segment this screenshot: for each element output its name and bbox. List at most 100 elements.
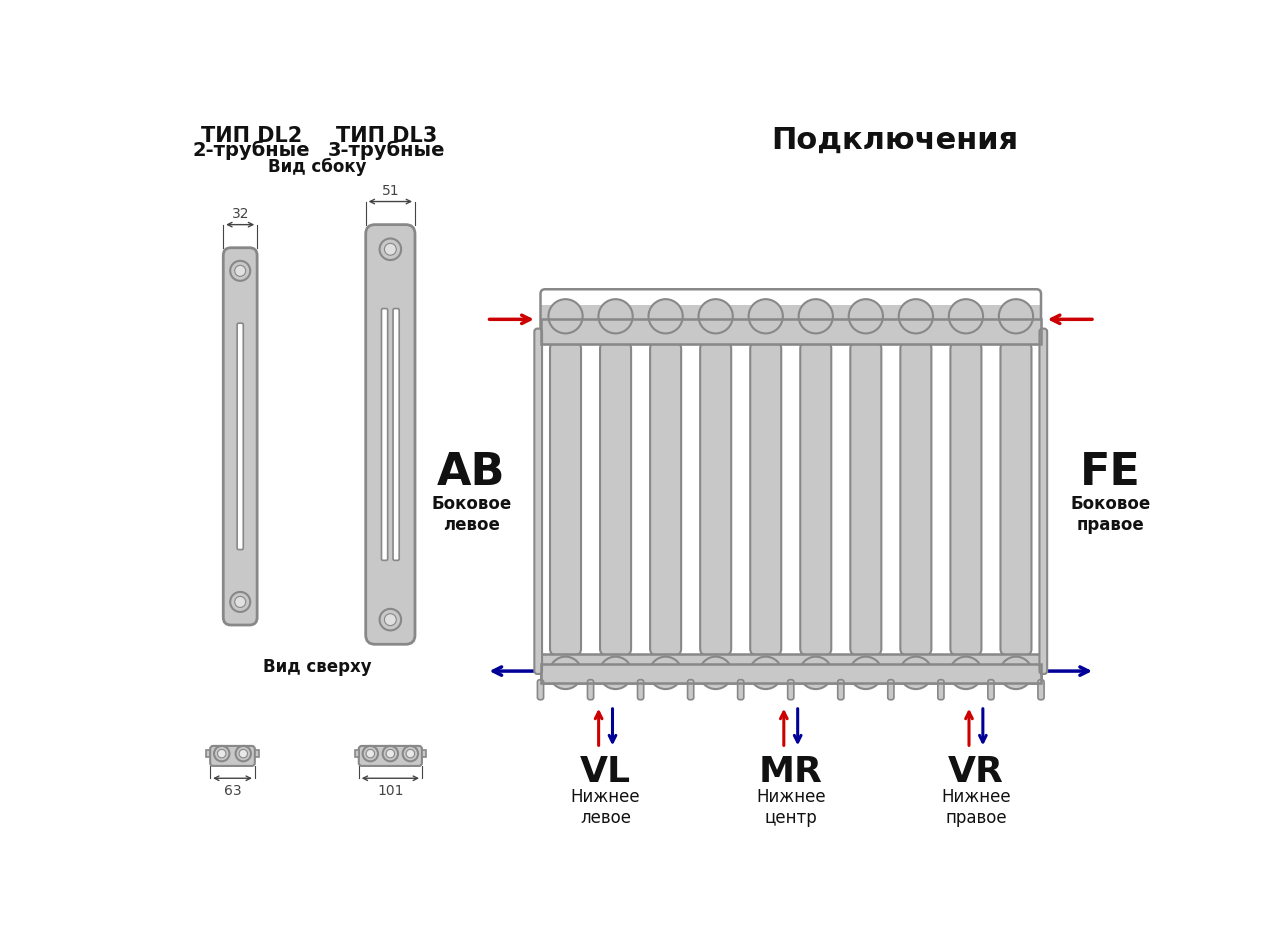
FancyBboxPatch shape xyxy=(210,746,255,767)
Text: 63: 63 xyxy=(224,783,242,797)
Circle shape xyxy=(750,657,782,689)
Circle shape xyxy=(599,657,632,689)
FancyBboxPatch shape xyxy=(1001,344,1032,655)
FancyBboxPatch shape xyxy=(850,344,882,655)
Bar xyxy=(255,750,259,757)
Text: 101: 101 xyxy=(378,783,403,797)
FancyBboxPatch shape xyxy=(687,680,694,700)
Circle shape xyxy=(548,307,584,344)
Circle shape xyxy=(948,300,983,334)
Text: Боковое
левое: Боковое левое xyxy=(431,494,511,534)
Text: ТИП DL3: ТИП DL3 xyxy=(335,125,438,145)
Text: Нижнее
левое: Нижнее левое xyxy=(571,787,640,826)
FancyBboxPatch shape xyxy=(988,680,995,700)
FancyBboxPatch shape xyxy=(938,680,943,700)
FancyBboxPatch shape xyxy=(223,248,257,625)
FancyBboxPatch shape xyxy=(1038,680,1044,700)
Text: Вид сверху: Вид сверху xyxy=(262,658,371,676)
FancyBboxPatch shape xyxy=(837,680,844,700)
FancyBboxPatch shape xyxy=(1039,329,1047,674)
Circle shape xyxy=(383,746,398,762)
FancyBboxPatch shape xyxy=(381,309,388,561)
Bar xyxy=(355,750,358,757)
Circle shape xyxy=(548,300,582,334)
Text: 3-трубные: 3-трубные xyxy=(328,140,445,160)
Circle shape xyxy=(950,657,982,689)
Circle shape xyxy=(797,307,833,344)
Text: 51: 51 xyxy=(381,183,399,197)
Circle shape xyxy=(648,307,684,344)
Text: Боковое
правое: Боковое правое xyxy=(1070,494,1151,534)
Circle shape xyxy=(403,746,419,762)
Text: Подключения: Подключения xyxy=(771,125,1019,154)
Text: Вид сбоку: Вид сбоку xyxy=(268,157,366,176)
Circle shape xyxy=(230,261,250,282)
FancyBboxPatch shape xyxy=(700,344,731,655)
FancyBboxPatch shape xyxy=(787,680,794,700)
Circle shape xyxy=(748,307,783,344)
Circle shape xyxy=(800,657,832,689)
FancyBboxPatch shape xyxy=(393,309,399,561)
Circle shape xyxy=(380,240,401,261)
Text: FE: FE xyxy=(1080,450,1140,493)
Circle shape xyxy=(236,746,251,762)
Circle shape xyxy=(849,300,883,334)
Circle shape xyxy=(699,300,732,334)
Circle shape xyxy=(1000,657,1032,689)
Text: Нижнее
правое: Нижнее правое xyxy=(941,787,1011,826)
FancyBboxPatch shape xyxy=(534,329,541,674)
Circle shape xyxy=(384,244,397,256)
Circle shape xyxy=(230,592,250,612)
Circle shape xyxy=(406,750,415,758)
Text: 2-трубные: 2-трубные xyxy=(193,140,311,160)
Circle shape xyxy=(362,746,378,762)
Bar xyxy=(540,306,1041,344)
FancyBboxPatch shape xyxy=(538,680,544,700)
Circle shape xyxy=(366,750,375,758)
FancyBboxPatch shape xyxy=(951,344,982,655)
FancyBboxPatch shape xyxy=(750,344,781,655)
FancyBboxPatch shape xyxy=(800,344,831,655)
Bar xyxy=(540,664,1041,683)
FancyBboxPatch shape xyxy=(600,344,631,655)
Text: Нижнее
центр: Нижнее центр xyxy=(756,787,826,826)
Circle shape xyxy=(998,300,1033,334)
Circle shape xyxy=(384,614,397,626)
Circle shape xyxy=(899,300,933,334)
FancyBboxPatch shape xyxy=(237,324,243,550)
FancyBboxPatch shape xyxy=(588,680,594,700)
Circle shape xyxy=(380,609,401,631)
Text: VL: VL xyxy=(580,754,631,788)
FancyBboxPatch shape xyxy=(888,680,893,700)
Circle shape xyxy=(850,657,882,689)
Circle shape xyxy=(698,307,733,344)
Circle shape xyxy=(649,300,682,334)
FancyBboxPatch shape xyxy=(900,344,932,655)
Circle shape xyxy=(799,300,833,334)
Circle shape xyxy=(239,750,247,758)
FancyBboxPatch shape xyxy=(650,344,681,655)
Circle shape xyxy=(234,597,246,607)
Circle shape xyxy=(599,300,632,334)
Bar xyxy=(206,750,210,757)
Circle shape xyxy=(847,307,884,344)
Bar xyxy=(422,750,426,757)
Circle shape xyxy=(900,657,932,689)
Bar xyxy=(540,319,1041,344)
FancyBboxPatch shape xyxy=(737,680,744,700)
Circle shape xyxy=(897,307,934,344)
Circle shape xyxy=(649,657,682,689)
Text: 32: 32 xyxy=(232,207,248,221)
Text: MR: MR xyxy=(759,754,823,788)
Bar xyxy=(540,319,1041,344)
Circle shape xyxy=(387,750,394,758)
Circle shape xyxy=(948,307,984,344)
FancyBboxPatch shape xyxy=(358,746,422,767)
Circle shape xyxy=(598,307,634,344)
Circle shape xyxy=(998,307,1034,344)
Text: VR: VR xyxy=(948,754,1004,788)
Circle shape xyxy=(749,300,783,334)
FancyBboxPatch shape xyxy=(366,226,415,645)
Circle shape xyxy=(218,750,227,758)
Text: ТИП DL2: ТИП DL2 xyxy=(201,125,302,145)
